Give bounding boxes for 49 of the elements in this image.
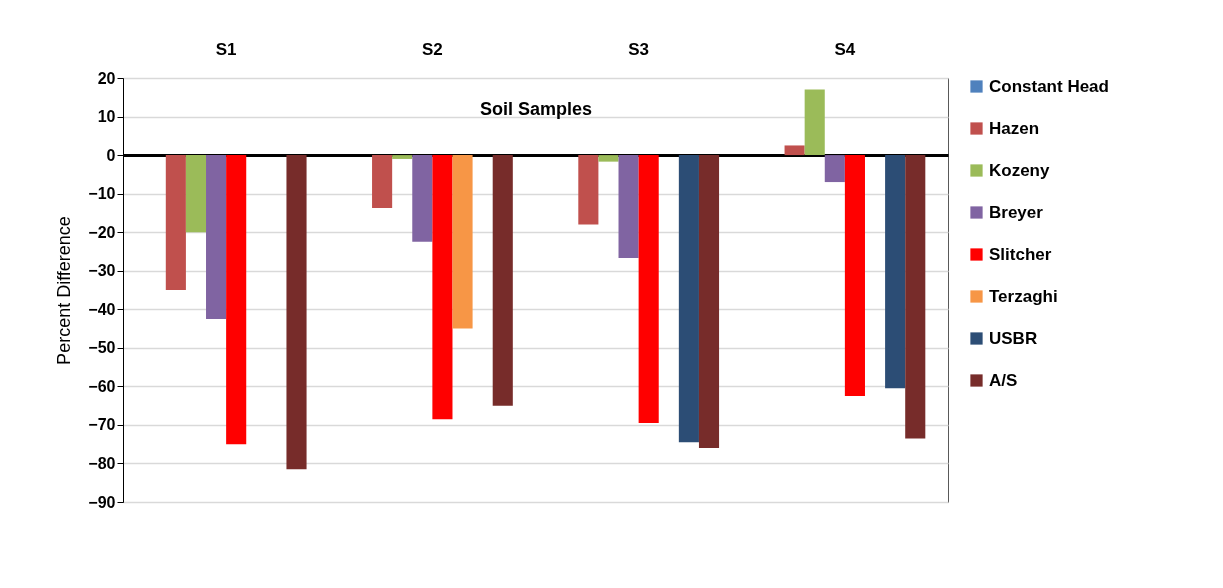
bar: [372, 155, 393, 208]
legend-label: Terzaghi: [989, 286, 1058, 306]
bar: [412, 155, 433, 242]
x-axis-title: Soil Samples: [479, 98, 593, 119]
bar: [452, 155, 473, 329]
bar: [905, 155, 926, 439]
legend-label: Breyer: [989, 202, 1044, 222]
y-tick-label: −90: [88, 493, 116, 511]
legend-label: Kozeny: [989, 160, 1050, 180]
bar: [578, 155, 599, 225]
x-tick-label: S2: [421, 39, 443, 59]
bar: [432, 155, 453, 420]
bar: [598, 155, 619, 162]
legend-label: Hazen: [989, 118, 1040, 138]
y-axis-title: Percent Difference: [54, 216, 75, 365]
legend-label: USBR: [989, 328, 1038, 348]
bar: [804, 89, 825, 156]
y-tick-label: 0: [106, 146, 116, 164]
y-tick-label: −50: [88, 339, 116, 357]
legend-label: Constant Head: [989, 76, 1109, 96]
bar: [638, 155, 659, 423]
bar: [206, 155, 227, 319]
bar: [165, 155, 186, 290]
y-tick-label: −60: [88, 377, 116, 395]
y-tick-label: −20: [88, 223, 116, 241]
bar: [698, 155, 720, 449]
y-tick-label: 10: [97, 108, 116, 126]
y-tick-label: −70: [88, 416, 116, 434]
y-tick-label: −40: [88, 300, 116, 318]
y-tick-label: 20: [97, 69, 116, 87]
y-tick-label: −30: [88, 262, 116, 280]
y-tick-label: −80: [88, 454, 116, 472]
bar: [844, 155, 865, 396]
legend-label: A/S: [989, 370, 1018, 390]
bar: [185, 155, 207, 233]
bar: [392, 155, 413, 159]
legend-label: Slitcher: [989, 244, 1052, 264]
bar: [784, 145, 805, 156]
bar: [492, 155, 513, 406]
bar: [618, 155, 639, 259]
bar: [824, 155, 845, 183]
bar: [226, 155, 247, 445]
x-tick-label: S1: [215, 39, 237, 59]
bar: [286, 155, 307, 470]
y-tick-label: −10: [88, 185, 116, 203]
bar: [885, 155, 906, 389]
bar: [678, 155, 699, 443]
x-tick-label: S3: [628, 39, 650, 59]
x-tick-label: S4: [834, 39, 856, 59]
